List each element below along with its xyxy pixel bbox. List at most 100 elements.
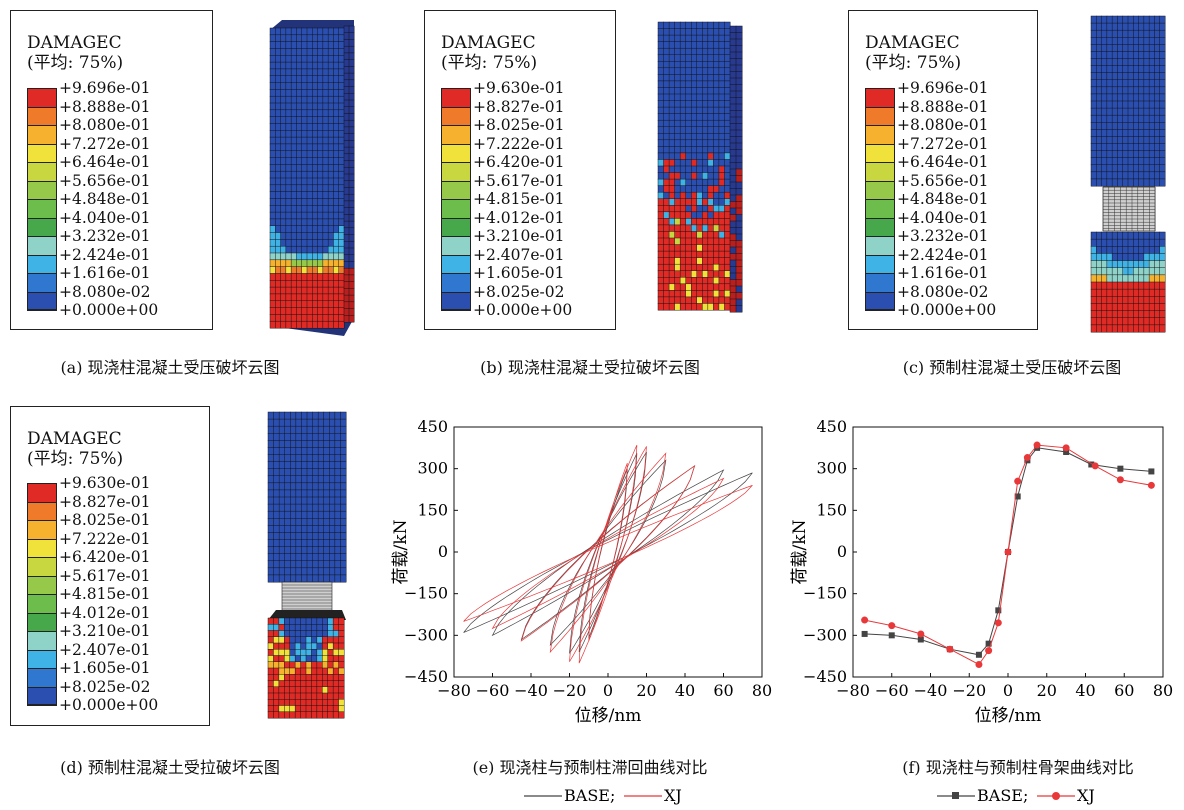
mesh-cell [275,314,282,322]
mesh-cell [306,245,313,254]
mesh-cell [718,133,725,141]
mesh-cell [338,205,345,213]
legend-tick-label: +0.000e+00 [59,696,159,714]
mesh-cell [348,193,355,202]
mesh-cell [275,239,282,247]
mesh-cell [1127,296,1134,304]
mesh-cell [663,126,670,134]
mesh-cell [343,86,350,94]
mesh-cell [275,68,282,77]
mesh-cell [1096,122,1103,130]
mesh-cell [729,110,737,118]
column-mesh-c [1090,15,1166,333]
legend-color-cell [27,143,57,163]
mesh-cell [295,510,302,519]
mesh-cell [284,699,291,706]
legend-tick-mark [441,143,471,145]
mesh-cell [322,232,329,240]
mesh-cell [343,254,350,262]
mesh-cell [322,109,329,118]
mesh-cell [1101,164,1108,173]
mesh-cell [1106,44,1113,52]
mesh-cell [312,170,319,179]
mesh-cell [1101,253,1108,261]
mesh-cell [1143,93,1150,102]
mesh-cell [1143,178,1150,187]
mesh-cell [724,250,731,259]
mesh-cell [322,705,329,713]
mesh-cell [334,468,341,477]
mesh-cell [1122,93,1129,102]
mesh-cell [323,525,330,533]
mesh-cell [707,67,714,75]
mesh-cell [713,191,720,200]
mesh-cell [267,454,274,463]
x-tick-label: 20 [636,681,656,700]
mesh-cell [333,27,340,36]
mesh-cell [290,218,297,227]
mesh-cell [657,93,664,101]
legend-bar-border [441,88,471,310]
mesh-cell [1117,178,1124,187]
mesh-cell [1090,253,1097,261]
legend-tick-mark [441,217,471,219]
mesh-cell [343,220,350,229]
mesh-cell [285,157,292,165]
legend-tick-label: +4.012e-01 [59,603,151,622]
mesh-cell [323,553,330,562]
mesh-cell [306,252,313,261]
mesh-cell [663,133,670,141]
mesh-cell [316,642,323,650]
mesh-cell [707,133,714,141]
mesh-cell [329,489,336,498]
mesh-cell [290,266,297,274]
mesh-cell [1154,129,1161,137]
mesh-cell [1154,317,1161,326]
mesh-cell [312,211,319,220]
mesh-cell [1159,303,1166,311]
mesh-cell [317,41,324,49]
mesh-cell [301,191,308,199]
mesh-cell [718,257,725,265]
mesh-cell [685,237,692,245]
mesh-cell [306,273,313,281]
mesh-cell [323,510,330,519]
mesh-cell [338,218,345,227]
mesh-cell [674,172,681,180]
mesh-cell [1148,65,1155,74]
mesh-cell [290,68,297,77]
mesh-cell [306,55,313,63]
mesh-cell [327,218,334,227]
mesh-cell [1111,136,1118,144]
mesh-cell [702,263,709,272]
mesh-cell [285,95,292,104]
mesh-cell [284,711,291,719]
mesh-cell [275,218,282,227]
mesh-cell [301,510,308,519]
mesh-cell [679,165,687,173]
mesh-cell [685,159,692,167]
mesh-cell [1090,143,1097,152]
mesh-cell [735,149,743,157]
mesh-cell [1148,136,1155,144]
mesh-cell [322,674,329,681]
mesh-cell [696,47,703,56]
legend-tick-label: +3.232e-01 [59,227,151,245]
mesh-cell [1127,231,1134,240]
mesh-cell [718,290,725,298]
mesh-cell [696,244,703,252]
hysteresis-loop [520,465,696,642]
caption-f: (f) 现浇柱与预制柱骨架曲线对比 [902,758,1134,777]
mesh-cell [296,130,303,138]
mesh-cell [1159,37,1166,45]
mesh-cell [348,45,355,54]
mesh-cell [729,64,737,72]
mesh-cell [284,692,291,700]
mesh-cell [663,74,670,82]
legend-tick-mark [865,143,895,145]
mesh-cell [696,185,703,193]
mesh-cell [1101,231,1108,240]
mesh-cell [702,191,709,200]
mesh-cell [322,75,329,83]
mesh-cell [343,207,350,215]
